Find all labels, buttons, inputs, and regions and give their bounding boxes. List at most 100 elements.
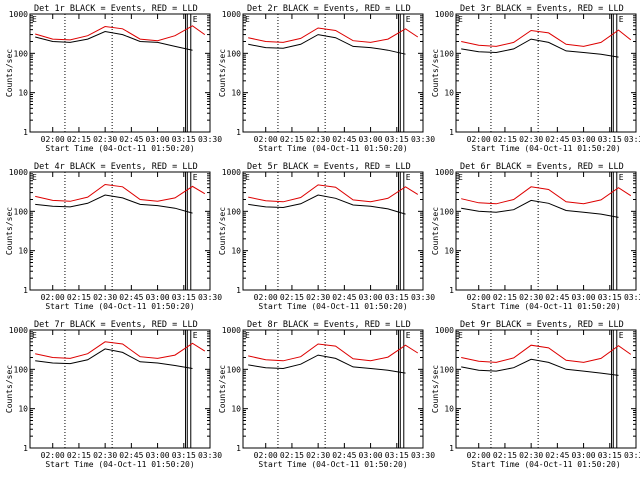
chart-panel: Det 5r BLACK = Events, RED = LLD 1 10 100 10… (218, 162, 435, 311)
events-series-line (461, 38, 619, 58)
x-tick-label: 03:00 (572, 293, 596, 302)
y-tick-label: 1000 (9, 10, 28, 19)
y-tick-label: 100 (227, 365, 242, 374)
corner-label: E (193, 15, 198, 24)
corner-label: E (458, 331, 463, 340)
y-axis-label: Counts/sec (218, 365, 227, 413)
x-axis-label: Start Time (04-Oct-11 01:50:20) (45, 144, 194, 153)
x-tick-label: 02:00 (254, 293, 278, 302)
corner-label: E (619, 173, 624, 182)
x-tick-label: 03:15 (598, 451, 622, 460)
y-axis-label: Counts/sec (431, 49, 440, 97)
chart-title: Det 9r BLACK = Events, RED = LLD (460, 320, 624, 330)
x-axis-label: Start Time (04-Oct-11 01:50:20) (471, 144, 620, 153)
y-tick-label: 100 (14, 365, 29, 374)
corner-label: E (458, 15, 463, 24)
plot-frame (455, 13, 637, 133)
y-tick-label: 10 (444, 247, 454, 256)
corner-label: E (245, 173, 250, 182)
events-series-line (35, 30, 193, 51)
x-tick-label: 03:15 (172, 135, 196, 144)
y-tick-label: 100 (227, 207, 242, 216)
x-tick-label: 03:00 (146, 135, 170, 144)
chart-title: Det 1r BLACK = Events, RED = LLD (34, 4, 198, 14)
corner-label: E (193, 173, 198, 182)
x-tick-label: 03:30 (198, 135, 222, 144)
events-series-line (248, 354, 406, 374)
x-axis-label: Start Time (04-Oct-11 01:50:20) (471, 460, 620, 469)
x-tick-label: 02:45 (545, 293, 569, 302)
plot-frame (242, 13, 424, 133)
y-tick-label: 1000 (435, 326, 454, 335)
y-tick-label: 100 (14, 207, 29, 216)
events-series-line (35, 194, 193, 214)
x-tick-label: 02:30 (519, 135, 543, 144)
y-tick-label: 1 (449, 286, 454, 295)
events-series-line (248, 34, 406, 55)
y-tick-label: 10 (231, 89, 241, 98)
x-tick-label: 03:30 (624, 293, 640, 302)
x-tick-label: 03:00 (359, 135, 383, 144)
events-series-line (461, 358, 619, 376)
y-tick-label: 10 (444, 89, 454, 98)
chart-panel: Det 3r BLACK = Events, RED = LLD 1 10 100 10… (431, 4, 640, 153)
x-tick-label: 02:45 (119, 451, 143, 460)
x-tick-label: 02:00 (254, 135, 278, 144)
y-tick-label: 1000 (222, 326, 241, 335)
x-tick-label: 02:30 (519, 293, 543, 302)
x-tick-label: 02:45 (545, 451, 569, 460)
x-tick-label: 02:45 (545, 135, 569, 144)
x-tick-label: 02:30 (93, 135, 117, 144)
lld-series-line (35, 341, 206, 359)
x-tick-label: 02:15 (493, 451, 517, 460)
x-tick-label: 02:15 (67, 135, 91, 144)
events-series-line (461, 199, 619, 218)
x-tick-label: 03:30 (624, 135, 640, 144)
events-series-line (35, 348, 193, 369)
lld-series-line (461, 29, 632, 47)
y-tick-label: 1 (236, 286, 241, 295)
chart-panel: Det 2r BLACK = Events, RED = LLD 1 10 100 10… (218, 4, 435, 153)
x-tick-label: 02:30 (93, 451, 117, 460)
corner-label: E (193, 331, 198, 340)
y-tick-label: 1 (236, 128, 241, 137)
y-tick-label: 1000 (9, 326, 28, 335)
lld-series-line (35, 183, 206, 202)
plot-frame (29, 171, 211, 291)
chart-title: Det 7r BLACK = Events, RED = LLD (34, 320, 198, 330)
corner-label: E (32, 173, 37, 182)
lld-series-line (248, 343, 419, 362)
corner-label: E (245, 15, 250, 24)
y-tick-label: 1000 (435, 10, 454, 19)
lld-series-line (35, 25, 206, 42)
x-tick-label: 03:15 (385, 293, 409, 302)
y-tick-label: 1 (449, 444, 454, 453)
plot-frame (455, 171, 637, 291)
x-tick-label: 03:30 (198, 293, 222, 302)
corner-label: E (245, 331, 250, 340)
corner-label: E (619, 15, 624, 24)
y-tick-label: 1 (23, 128, 28, 137)
x-tick-label: 03:30 (411, 451, 435, 460)
chart-panel: Det 6r BLACK = Events, RED = LLD 1 10 100 10… (431, 162, 640, 311)
x-axis-label: Start Time (04-Oct-11 01:50:20) (258, 302, 407, 311)
x-tick-label: 03:15 (598, 293, 622, 302)
plot-frame (29, 329, 211, 449)
lld-series-line (248, 184, 419, 203)
chart-panel: Det 4r BLACK = Events, RED = LLD 1 10 100 10… (5, 162, 222, 311)
y-axis-label: Counts/sec (5, 49, 14, 97)
x-axis-label: Start Time (04-Oct-11 01:50:20) (258, 144, 407, 153)
plot-frame (455, 329, 637, 449)
y-tick-label: 100 (440, 365, 455, 374)
x-tick-label: 03:00 (146, 293, 170, 302)
plot-frame (242, 329, 424, 449)
corner-label: E (406, 331, 411, 340)
y-tick-label: 1000 (9, 168, 28, 177)
y-axis-label: Counts/sec (218, 49, 227, 97)
x-tick-label: 03:30 (411, 135, 435, 144)
x-tick-label: 02:30 (93, 293, 117, 302)
x-tick-label: 02:15 (67, 451, 91, 460)
corner-label: E (406, 173, 411, 182)
y-tick-label: 10 (18, 89, 28, 98)
